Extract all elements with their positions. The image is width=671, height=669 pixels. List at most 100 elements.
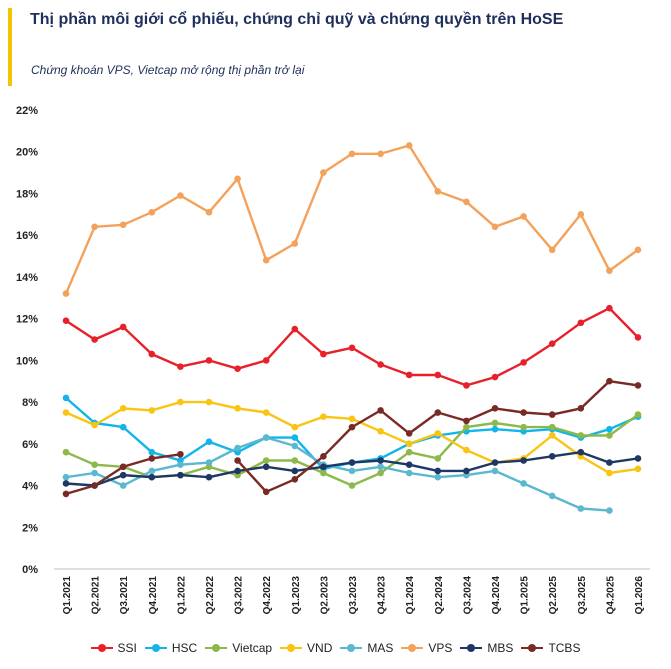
data-point-vps [405, 142, 413, 149]
data-point-vps [91, 223, 98, 231]
data-point-vietcap [320, 469, 327, 477]
data-point-tcbs [463, 417, 470, 425]
data-point-mas [291, 442, 299, 450]
data-point-vietcap [548, 423, 556, 431]
data-point-mas [177, 461, 184, 468]
data-point-vietcap [348, 482, 356, 489]
data-point-vietcap [91, 461, 98, 468]
data-point-vnd [348, 415, 356, 423]
data-point-vps [434, 188, 442, 195]
data-point-ssi [234, 365, 241, 373]
data-point-mas [577, 505, 585, 512]
y-tick-label: 8% [22, 397, 38, 409]
legend-item-ssi: SSI [90, 641, 137, 655]
x-tick-label: Q3.2023 [348, 576, 359, 615]
data-point-vietcap [434, 455, 442, 462]
data-point-vietcap [577, 432, 585, 439]
data-point-hsc [291, 434, 299, 441]
legend-swatch-ssi [90, 643, 113, 653]
chart-title: Thị phần môi giới cổ phiếu, chứng chỉ qu… [30, 11, 564, 28]
data-point-mas [119, 482, 127, 489]
data-point-tcbs [177, 450, 184, 458]
data-point-hsc [148, 448, 156, 456]
data-point-tcbs [148, 455, 156, 462]
data-point-hsc [606, 425, 613, 433]
chart-subtitle: Chứng khoán VPS, Vietcap mở rộng thị phầ… [31, 63, 305, 77]
data-point-vnd [320, 413, 327, 420]
data-point-mas [234, 444, 241, 452]
x-tick-label: Q3.2024 [462, 576, 473, 615]
legend-label: MBS [487, 641, 514, 655]
data-point-vps [463, 198, 470, 206]
y-tick-label: 6% [22, 439, 38, 451]
legend-item-vietcap: Vietcap [205, 641, 272, 655]
data-point-ssi [291, 325, 299, 333]
data-point-vnd [434, 430, 442, 437]
data-point-ssi [548, 340, 556, 347]
data-point-vps [377, 150, 384, 158]
data-point-hsc [205, 438, 213, 446]
x-tick-label: Q4.2024 [491, 576, 502, 615]
data-point-vietcap [377, 469, 384, 477]
x-tick-label: Q2.2024 [434, 576, 445, 615]
data-point-tcbs [377, 407, 384, 414]
chart-legend: SSI HSC Vietcap VND MAS VPS MBS TCBS [0, 641, 671, 655]
data-point-ssi [205, 357, 213, 364]
legend-label: SSI [117, 641, 137, 655]
data-point-mas [434, 473, 442, 481]
data-point-mbs [348, 459, 356, 466]
legend-label: TCBS [548, 641, 581, 655]
data-point-ssi [491, 373, 499, 381]
data-point-mbs [205, 473, 213, 481]
data-point-mbs [234, 467, 241, 475]
data-point-mas [148, 467, 156, 475]
legend-swatch-vps [401, 643, 424, 653]
y-tick-label: 16% [16, 230, 38, 242]
x-tick-label: Q1.2022 [176, 576, 187, 615]
x-tick-label: Q1.2024 [405, 576, 416, 615]
data-point-mbs [119, 471, 127, 479]
data-point-mas [62, 473, 70, 481]
data-point-mas [491, 467, 499, 475]
data-point-mbs [606, 459, 613, 466]
data-point-vnd [634, 465, 642, 473]
x-tick-label: Q4.2023 [377, 576, 388, 615]
legend-item-hsc: HSC [144, 641, 198, 655]
data-point-vps [348, 150, 356, 158]
data-point-vps [320, 169, 327, 176]
data-point-ssi [119, 323, 127, 331]
data-point-hsc [62, 394, 70, 402]
data-point-vietcap [262, 457, 270, 464]
y-tick-label: 18% [16, 188, 38, 200]
data-point-vps [177, 192, 184, 199]
data-point-ssi [148, 350, 156, 358]
legend-swatch-vnd [280, 643, 303, 653]
data-point-mas [405, 469, 413, 477]
data-point-ssi [463, 382, 470, 389]
data-point-mas [262, 434, 270, 441]
data-point-tcbs [291, 475, 299, 483]
line-chart: 0% 2% 4% 6% 8% 10% 12% 14% 16% 18% 20% 22% Q1.2021 Q2… [16, 105, 650, 615]
data-point-ssi [320, 350, 327, 358]
x-tick-label: Q2.2021 [91, 576, 102, 615]
data-point-mbs [405, 461, 413, 468]
legend-item-vps: VPS [401, 641, 452, 655]
legend-label: MAS [367, 641, 394, 655]
data-point-vnd [291, 423, 299, 431]
data-point-vnd [177, 398, 184, 406]
data-point-vnd [262, 409, 270, 416]
data-point-vps [291, 240, 299, 247]
x-tick-label: Q2.2023 [319, 576, 330, 615]
x-tick-label: Q1.2025 [520, 576, 531, 615]
data-point-vps [62, 290, 70, 297]
data-point-ssi [262, 357, 270, 364]
legend-label: HSC [171, 641, 198, 655]
data-point-vps [520, 213, 527, 220]
data-point-tcbs [634, 382, 642, 389]
legend-swatch-tcbs [521, 643, 544, 653]
x-tick-label: Q2.2025 [548, 576, 559, 615]
data-point-mas [91, 469, 98, 477]
y-tick-label: 10% [16, 355, 38, 367]
data-point-vnd [548, 432, 556, 439]
data-point-tcbs [62, 490, 70, 498]
